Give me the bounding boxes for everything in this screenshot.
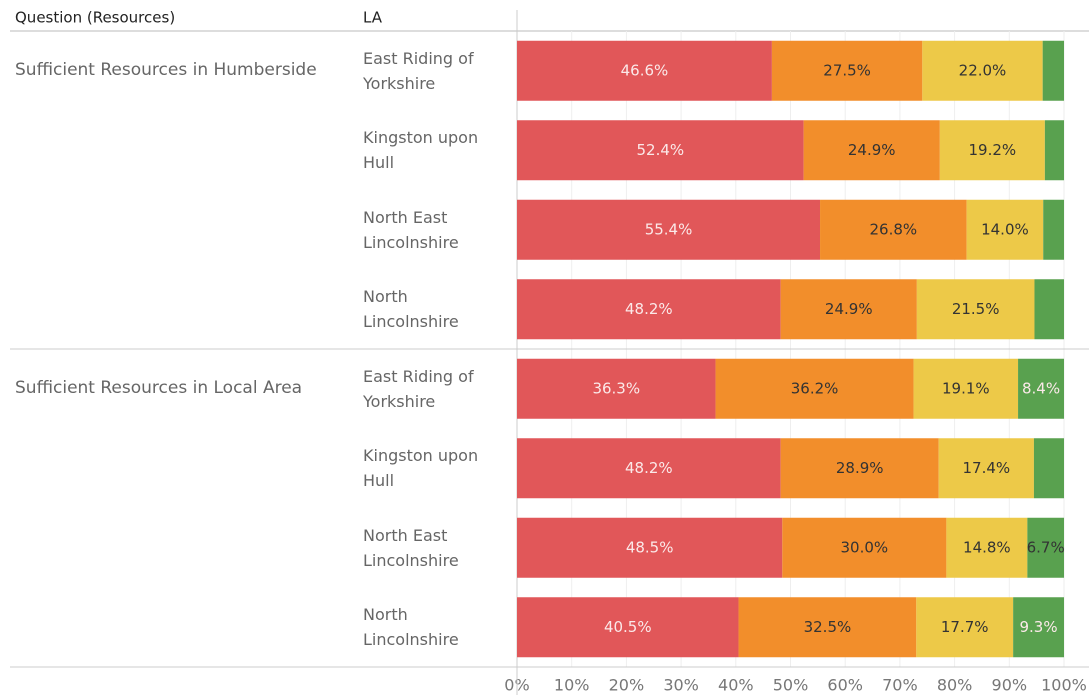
x-tick-label: 100%	[1041, 676, 1087, 695]
category-label: East Riding of Yorkshire	[363, 366, 474, 411]
data-label: 48.2%	[625, 300, 673, 318]
bar-segment	[966, 199, 1044, 260]
data-label: 28.9%	[836, 459, 884, 477]
data-label: 36.3%	[592, 379, 640, 397]
bar-segment	[517, 597, 739, 658]
group-label: Sufficient Resources in Local Area	[15, 378, 303, 398]
bar-segment	[916, 597, 1014, 658]
bar-segment	[938, 438, 1034, 499]
category-label: Kingston upon Hull	[363, 128, 479, 173]
bar-segment	[738, 597, 917, 658]
category-label: North Lincolnshire	[363, 605, 459, 650]
data-label: 48.5%	[626, 538, 674, 556]
bar-segment	[1043, 199, 1064, 260]
bar-segment	[1018, 358, 1064, 419]
data-label: 21.5%	[952, 300, 1000, 318]
x-tick-label: 50%	[773, 676, 809, 695]
data-label: 14.0%	[981, 220, 1029, 238]
bar-segment	[517, 517, 783, 578]
data-label: 46.6%	[621, 61, 669, 79]
bar-segment	[820, 199, 967, 260]
category-label: North East Lincolnshire	[363, 525, 459, 570]
category-header: LA	[363, 9, 383, 27]
data-label: 14.8%	[963, 538, 1011, 556]
x-tick-label: 30%	[663, 676, 699, 695]
bar-segment	[782, 517, 947, 578]
bar-segment	[939, 120, 1045, 181]
bar-segment	[517, 40, 772, 101]
bar-segment	[916, 279, 1035, 340]
bar-segment	[780, 279, 917, 340]
bar-segment	[771, 40, 923, 101]
bar-segment	[1033, 438, 1064, 499]
data-label: 6.7%	[1027, 538, 1065, 556]
category-label: North Lincolnshire	[363, 287, 459, 332]
data-label: 40.5%	[604, 618, 652, 636]
x-tick-label: 70%	[882, 676, 918, 695]
bar-segment	[922, 40, 1043, 101]
data-label: 24.9%	[848, 141, 896, 159]
x-tick-label: 10%	[554, 676, 590, 695]
data-label: 8.4%	[1022, 379, 1060, 397]
bar-segment	[517, 358, 716, 419]
x-tick-label: 20%	[609, 676, 645, 695]
data-label: 19.2%	[969, 141, 1017, 159]
data-label: 24.9%	[825, 300, 873, 318]
data-label: 32.5%	[804, 618, 852, 636]
bar-segment	[1013, 597, 1064, 658]
group-label: Sufficient Resources in Humberside	[15, 60, 317, 80]
category-label: North East Lincolnshire	[363, 207, 459, 252]
data-label: 22.0%	[959, 61, 1007, 79]
data-label: 52.4%	[636, 141, 684, 159]
bar-segment	[517, 199, 821, 260]
data-label: 30.0%	[841, 538, 889, 556]
data-label: 48.2%	[625, 459, 673, 477]
bar-segment	[1044, 120, 1064, 181]
bar-segment	[517, 438, 781, 499]
bar-segment	[913, 358, 1019, 419]
data-label: 55.4%	[645, 220, 693, 238]
data-label: 9.3%	[1020, 618, 1058, 636]
bar-segment	[517, 120, 804, 181]
bar-segment	[946, 517, 1028, 578]
x-tick-label: 40%	[718, 676, 754, 695]
category-label: Kingston upon Hull	[363, 446, 479, 491]
x-tick-label: 60%	[827, 676, 863, 695]
data-label: 17.7%	[941, 618, 989, 636]
bar-segment	[1034, 279, 1064, 340]
category-label: East Riding of Yorkshire	[363, 48, 474, 93]
data-label: 26.8%	[870, 220, 918, 238]
data-label: 27.5%	[823, 61, 871, 79]
bar-segment	[780, 438, 939, 499]
x-tick-label: 80%	[937, 676, 973, 695]
bar-segment	[715, 358, 914, 419]
group-header: Question (Resources)	[15, 9, 175, 27]
data-label: 19.1%	[942, 379, 990, 397]
bar-segment	[1027, 517, 1064, 578]
data-label: 36.2%	[791, 379, 839, 397]
x-tick-label: 90%	[992, 676, 1028, 695]
bar-segment	[803, 120, 940, 181]
bar-segment	[517, 279, 781, 340]
data-label: 17.4%	[962, 459, 1010, 477]
bar-segment	[1042, 40, 1064, 101]
